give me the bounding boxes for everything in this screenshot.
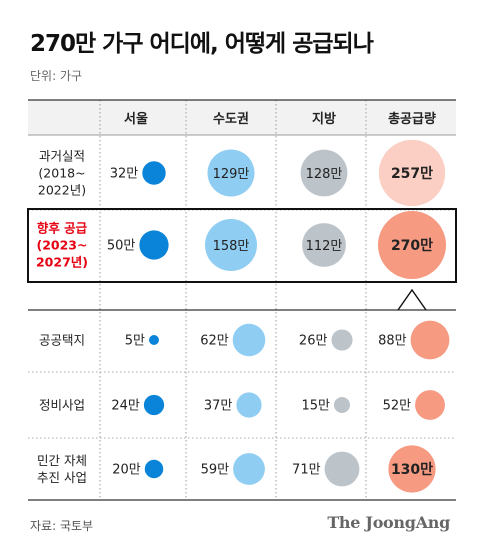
region-bubble (300, 149, 348, 197)
region-value-label: 112만 (306, 239, 343, 254)
highlight-box (27, 208, 457, 283)
total-value-label: 257만 (391, 166, 433, 182)
region-value-label: 15만 (301, 399, 330, 414)
row-label: 과거실적 (2018~ 2022년) (38, 149, 86, 198)
region-value-label: 128만 (306, 167, 343, 182)
capital-value-label: 62만 (200, 334, 229, 349)
capital-value-label: 59만 (201, 463, 230, 478)
capital-value-label: 37만 (204, 399, 233, 414)
seoul-bubble (149, 335, 159, 345)
seoul-bubble (143, 394, 165, 416)
column-header: 지방 (312, 111, 336, 127)
region-value-label: 26만 (299, 334, 328, 349)
row-label-line: 공공택지 (39, 333, 85, 348)
row-label-line: (2018~ (38, 166, 85, 181)
total-bubble (410, 320, 450, 360)
chart-title: 270만 가구 어디에, 어떻게 공급되나 (30, 31, 374, 57)
seoul-value-label: 20만 (112, 463, 141, 478)
capital-bubble (233, 453, 265, 485)
region-value-label: 71만 (292, 463, 321, 478)
unit-label: 단위: 가구 (30, 69, 83, 83)
column-header: 서울 (124, 111, 148, 127)
breakdown-connector (397, 288, 427, 311)
row-label: 공공택지 (39, 333, 85, 348)
capital-bubble (207, 149, 255, 197)
capital-bubble (232, 323, 266, 357)
row-label: 정비사업 (39, 398, 85, 413)
header-background (28, 100, 456, 135)
row-label-line: 추진 사업 (37, 470, 87, 485)
brand-logo: The JoongAng (327, 513, 450, 532)
seoul-value-label: 5만 (125, 334, 145, 349)
row-label-line: (2023~ (37, 238, 88, 253)
row-label-line: 민간 자체 (37, 453, 87, 468)
row-label-line: 2022년) (38, 183, 86, 198)
total-bubble (378, 139, 446, 207)
total-value-label: 88만 (378, 334, 407, 349)
total-value-label: 52만 (383, 399, 412, 414)
total-bubble (415, 390, 445, 420)
seoul-value-label: 32만 (110, 167, 139, 182)
seoul-bubble (139, 230, 169, 260)
region-bubble (324, 451, 360, 487)
seoul-bubble (142, 161, 166, 185)
seoul-value-label: 24만 (111, 399, 140, 414)
row-label-line: 정비사업 (39, 398, 85, 413)
seoul-bubble (144, 459, 164, 479)
region-bubble (333, 396, 351, 414)
capital-bubble (236, 392, 262, 418)
capital-value-label: 129만 (213, 167, 250, 182)
row-label-line: 과거실적 (39, 149, 85, 164)
total-value-label: 270만 (391, 238, 433, 254)
capital-bubble (204, 218, 258, 272)
total-bubble (378, 211, 446, 279)
column-header: 총공급량 (388, 111, 436, 127)
region-bubble (302, 223, 346, 267)
row-label: 향후 공급 (2023~ 2027년) (36, 221, 88, 270)
row-label-line: 2027년) (36, 255, 88, 270)
seoul-value-label: 50만 (107, 239, 136, 254)
source-label: 자료: 국토부 (30, 519, 94, 533)
total-value-label: 130만 (391, 462, 433, 478)
row-label-line: 향후 공급 (37, 221, 88, 236)
capital-value-label: 158만 (213, 239, 250, 254)
column-header: 수도권 (213, 112, 249, 127)
region-bubble (331, 329, 353, 351)
total-bubble (388, 445, 436, 493)
